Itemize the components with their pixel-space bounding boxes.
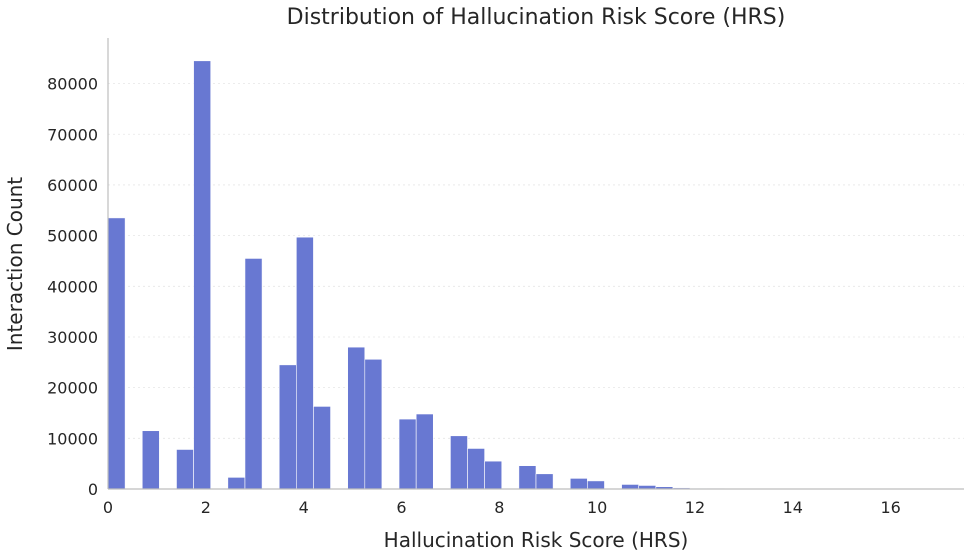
chart-title: Distribution of Hallucination Risk Score…	[287, 5, 786, 30]
histogram-bar	[587, 480, 605, 490]
y-tick-label: 30000	[47, 328, 98, 347]
y-tick-label: 80000	[47, 75, 98, 94]
x-axis-label: Hallucination Risk Score (HRS)	[384, 528, 689, 552]
y-tick-label: 50000	[47, 227, 98, 246]
y-tick-label: 20000	[47, 379, 98, 398]
y-tick-label: 40000	[47, 277, 98, 296]
histogram-bar	[244, 258, 263, 490]
histogram-bar	[569, 478, 588, 490]
y-tick-labels: 0 10000 20000 30000 40000 50000 60000 70000 8000…	[47, 75, 98, 499]
histogram-bar	[450, 435, 468, 490]
histogram-bar	[467, 448, 485, 490]
y-tick-label: 0	[88, 480, 98, 499]
histogram-bar	[107, 217, 126, 490]
histogram-bar	[518, 465, 537, 490]
x-tick-label: 2	[201, 498, 211, 517]
bars	[107, 60, 948, 490]
histogram-bar	[415, 413, 434, 490]
histogram-bar	[278, 364, 297, 490]
y-axis-label: Interaction Count	[3, 177, 27, 351]
histogram-bar	[484, 460, 503, 490]
x-tick-label: 10	[587, 498, 607, 517]
x-tick-label: 6	[396, 498, 406, 517]
x-tick-label: 8	[494, 498, 504, 517]
x-tick-labels: 0 2 4 6 8 10 12 14 16	[103, 498, 901, 517]
y-tick-label: 60000	[47, 176, 98, 195]
histogram-bar	[296, 236, 314, 490]
histogram-bar	[347, 346, 366, 490]
histogram-bar	[621, 484, 640, 490]
x-tick-label: 12	[685, 498, 705, 517]
gridlines	[108, 83, 964, 439]
histogram-bar	[176, 449, 194, 490]
y-tick-label: 10000	[47, 429, 98, 448]
histogram-bar	[535, 473, 554, 490]
histogram-bar	[193, 60, 212, 490]
y-tick-label: 70000	[47, 125, 98, 144]
x-tick-label: 16	[880, 498, 900, 517]
x-tick-label: 14	[783, 498, 803, 517]
x-tick-label: 4	[299, 498, 309, 517]
histogram-bar	[398, 418, 417, 490]
histogram-bar	[141, 430, 160, 490]
x-tick-label: 0	[103, 498, 113, 517]
histogram-bar	[227, 477, 246, 490]
histogram-bar	[313, 406, 331, 490]
histogram-bar	[364, 358, 383, 490]
